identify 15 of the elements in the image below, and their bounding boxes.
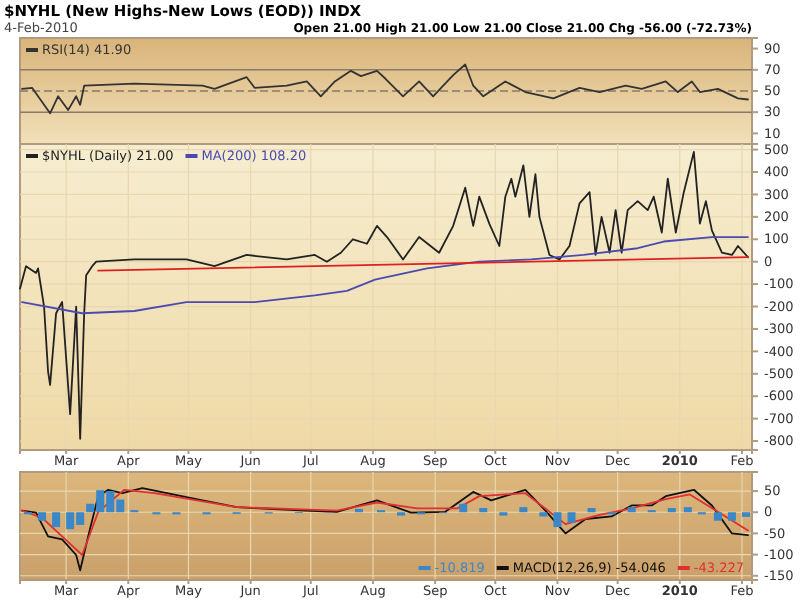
bar — [52, 512, 61, 528]
line-series — [21, 63, 749, 115]
bar — [727, 512, 736, 521]
bar — [713, 512, 722, 521]
line-series — [21, 488, 749, 556]
line-series — [21, 487, 749, 572]
bar — [459, 503, 468, 513]
bar — [567, 512, 576, 523]
line-series — [21, 236, 749, 315]
bar — [683, 507, 692, 513]
line-series — [19, 150, 749, 440]
bar — [519, 507, 528, 513]
bar — [627, 507, 636, 513]
bar — [553, 512, 562, 528]
bar — [38, 512, 47, 521]
